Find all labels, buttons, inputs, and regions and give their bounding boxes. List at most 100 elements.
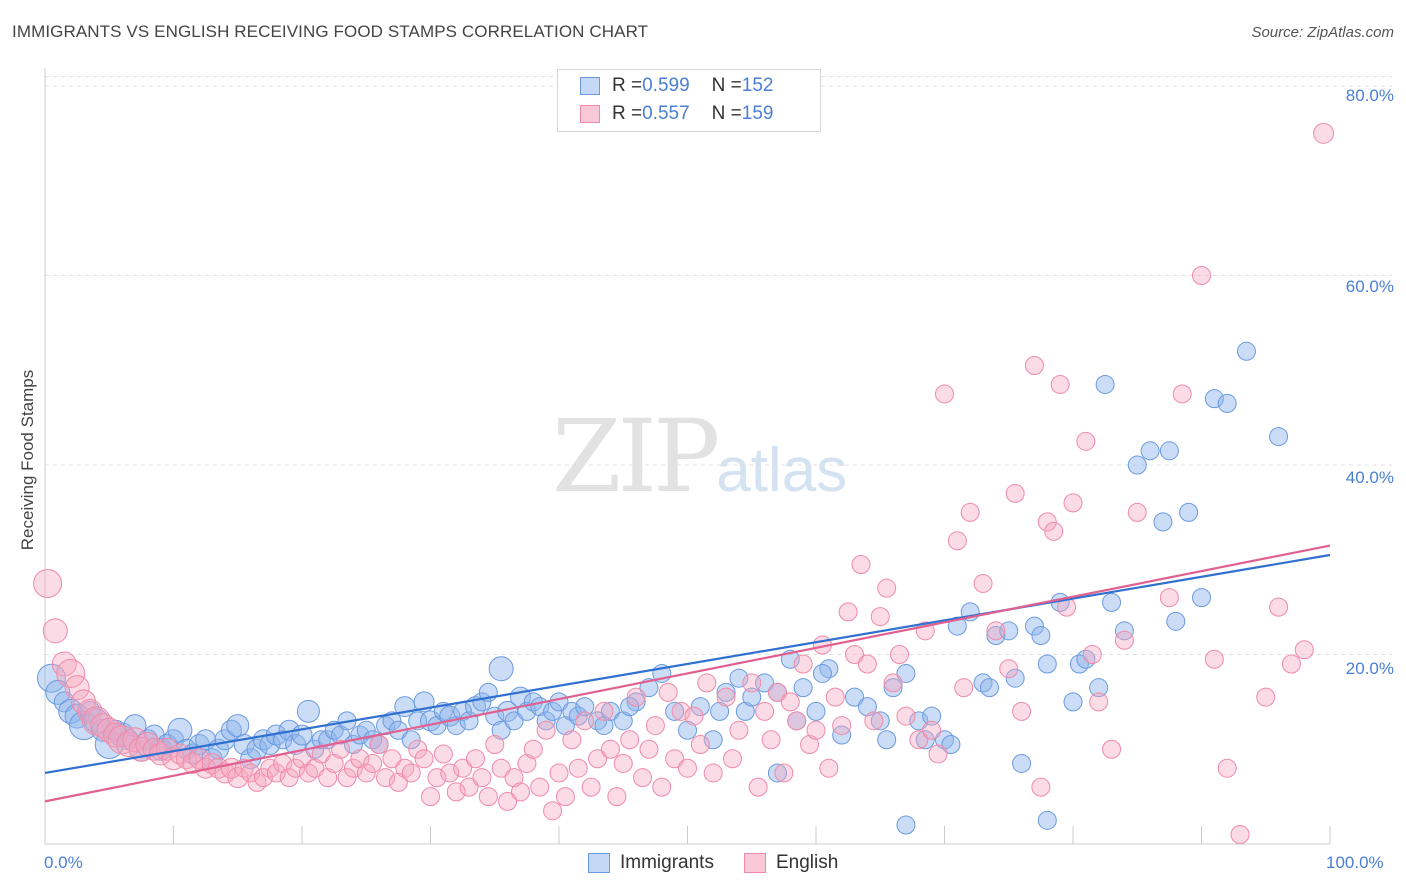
data-point-english [1294, 640, 1314, 660]
data-point-english [851, 554, 871, 574]
data-point-english [363, 753, 383, 773]
data-point-english [767, 682, 787, 702]
data-point-english [652, 777, 672, 797]
data-point-immigrants [845, 687, 865, 707]
data-point-immigrants [555, 716, 575, 736]
data-point-immigrants [742, 687, 762, 707]
data-point-english [645, 716, 665, 736]
data-point-english [960, 502, 980, 522]
data-point-immigrants [767, 763, 787, 783]
data-point-english [279, 768, 299, 788]
y-tick-label: 80.0% [1345, 86, 1394, 105]
data-point-english [1114, 630, 1134, 650]
data-point-immigrants [331, 725, 351, 745]
data-point-immigrants [575, 697, 595, 717]
data-point-english [1005, 483, 1025, 503]
data-point-english [543, 801, 563, 821]
data-point-immigrants [64, 703, 90, 729]
data-point-english [517, 753, 537, 773]
data-point-english [729, 720, 749, 740]
data-point-english [427, 768, 447, 788]
data-point-immigrants [1204, 389, 1224, 409]
data-point-english [1102, 739, 1122, 759]
data-point-english [1012, 701, 1032, 721]
data-point-immigrants [543, 701, 563, 721]
data-point-immigrants [690, 697, 710, 717]
data-point-immigrants [504, 711, 524, 731]
data-point-immigrants [296, 699, 320, 723]
data-point-immigrants [167, 717, 193, 743]
watermark-zip: ZIP [552, 398, 720, 515]
data-point-immigrants [896, 815, 916, 835]
data-point-english [607, 787, 627, 807]
data-point-english [530, 777, 550, 797]
data-point-immigrants [1037, 654, 1057, 674]
data-point-english [510, 782, 530, 802]
data-point-immigrants [613, 711, 633, 731]
legend-item-english[interactable]: English [743, 852, 839, 874]
data-point-english [382, 749, 402, 769]
data-point-english [1063, 493, 1083, 513]
data-point-english [588, 749, 608, 769]
data-point-english [639, 739, 659, 759]
r-value: 0.599 [642, 75, 690, 96]
x-tick-label: 0.0% [44, 853, 83, 872]
data-point-immigrants [600, 701, 620, 721]
data-point-english [678, 758, 697, 778]
data-point-english [103, 722, 129, 748]
data-point-english [1031, 777, 1051, 797]
legend-label: English [775, 852, 839, 873]
data-point-english [453, 758, 473, 778]
data-point-english [64, 675, 90, 701]
n-label: N = [711, 75, 742, 96]
data-point-english [1192, 266, 1211, 285]
data-point-english [356, 763, 376, 783]
data-point-english [311, 744, 331, 764]
trend-line-immigrants [44, 553, 1331, 775]
data-point-english [459, 777, 479, 797]
data-point-immigrants [986, 626, 1006, 646]
data-point-english [1024, 356, 1044, 376]
n-value: 152 [741, 75, 774, 96]
data-point-immigrants [665, 701, 685, 721]
data-point-english [523, 739, 543, 759]
data-point-english [825, 687, 845, 707]
data-point-immigrants [710, 701, 730, 721]
data-point-immigrants [1153, 512, 1173, 532]
data-point-english [440, 763, 460, 783]
data-point-immigrants [729, 668, 749, 688]
data-point-immigrants [1102, 592, 1122, 612]
data-point-immigrants [915, 730, 935, 750]
data-point-english [1256, 687, 1276, 707]
data-point-immigrants [1166, 611, 1186, 631]
data-point-english [504, 768, 524, 788]
data-point-english [832, 716, 852, 736]
data-point-english [922, 720, 942, 740]
data-point-immigrants [1031, 626, 1051, 646]
series-legend: Immigrants English [588, 852, 868, 874]
data-point-english [690, 735, 710, 755]
chart-title: IMMIGRANTS VS ENGLISH RECEIVING FOOD STA… [12, 22, 649, 41]
data-point-immigrants [716, 682, 736, 702]
data-point-english [77, 698, 103, 724]
data-point-english [472, 768, 492, 788]
data-point-immigrants [1269, 427, 1289, 447]
data-point-english [665, 749, 685, 769]
data-point-english [433, 744, 453, 764]
data-point-english [658, 682, 678, 702]
r-label: R = [612, 75, 643, 96]
data-point-immigrants [1095, 374, 1115, 394]
r-value: 0.557 [642, 103, 690, 124]
data-point-immigrants [1159, 441, 1179, 461]
data-point-immigrants [678, 720, 697, 740]
data-point-english [870, 607, 890, 627]
data-point-english [253, 768, 273, 788]
legend-item-immigrants[interactable]: Immigrants [588, 852, 714, 874]
data-point-english [600, 739, 620, 759]
stats-legend: R = 0.599 N = 152 R = 0.557 N = 159 [557, 69, 821, 132]
data-point-immigrants [877, 730, 897, 750]
data-point-english [761, 730, 781, 750]
data-point-english [350, 749, 370, 769]
data-point-english [774, 763, 794, 783]
n-label: N = [711, 103, 742, 124]
